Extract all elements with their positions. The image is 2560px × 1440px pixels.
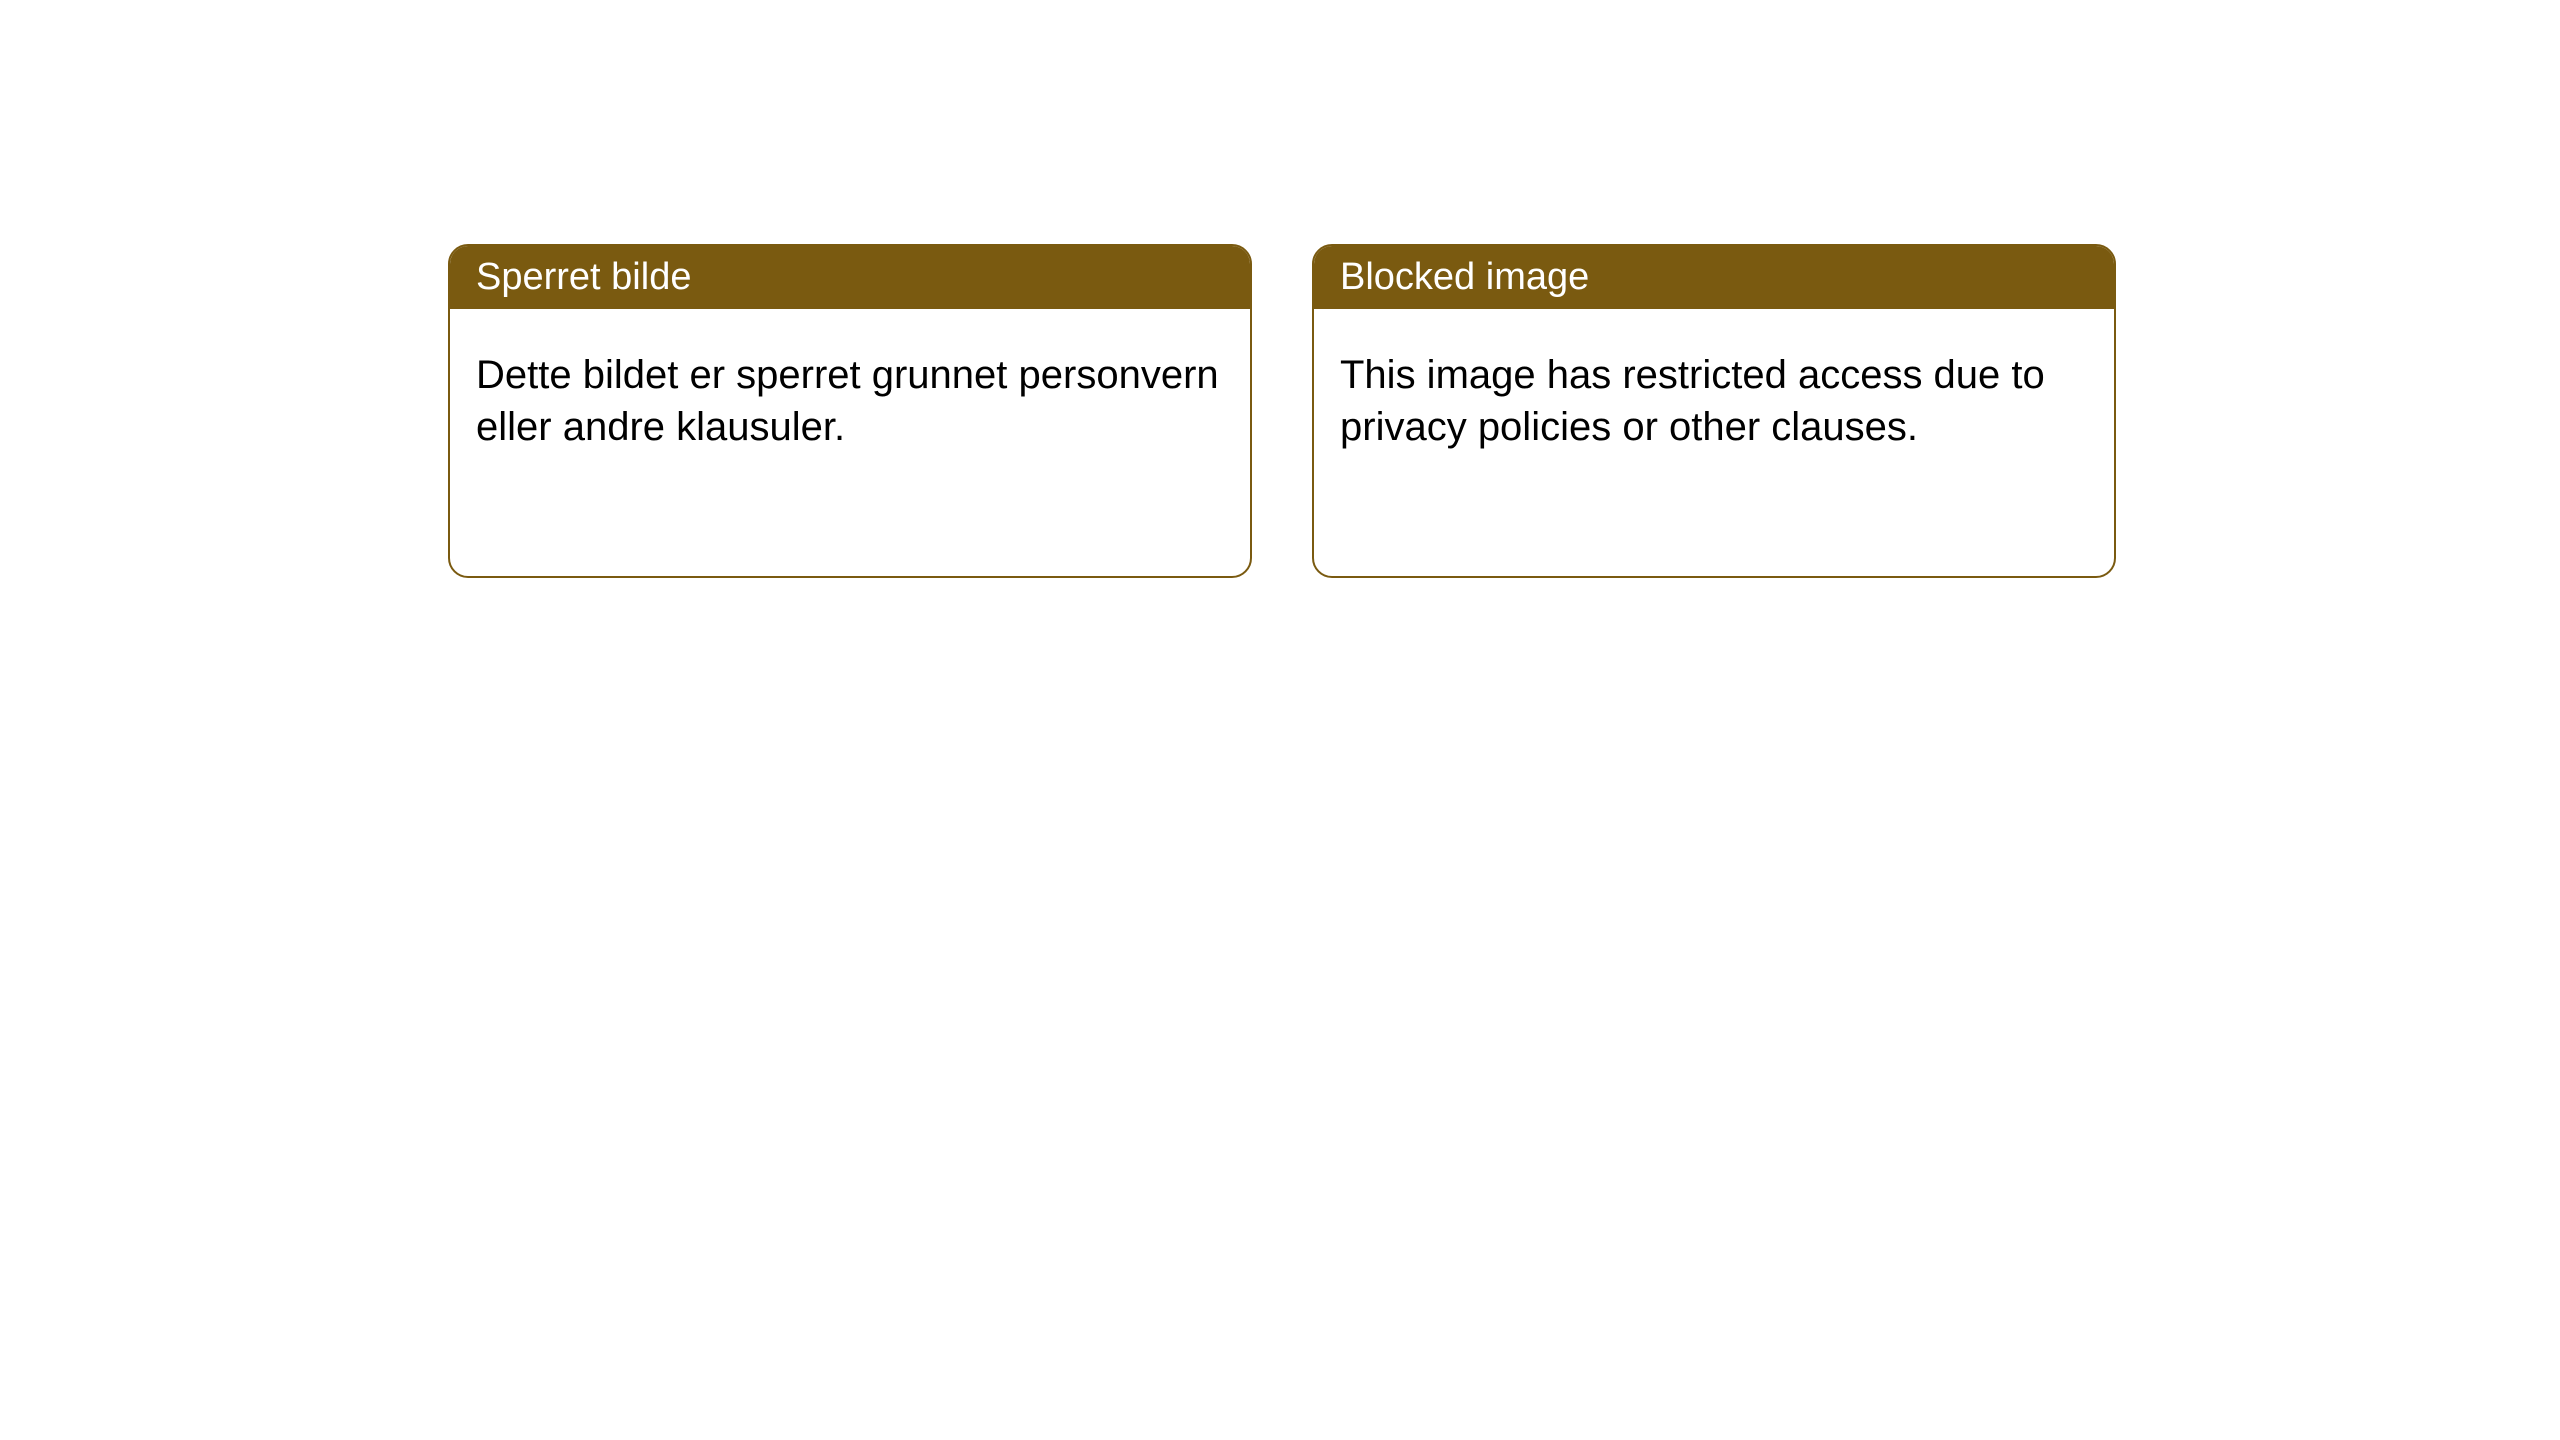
blocked-image-card-no: Sperret bilde Dette bildet er sperret gr… [448,244,1252,578]
card-body-text-en: This image has restricted access due to … [1340,353,2045,449]
blocked-image-card-en: Blocked image This image has restricted … [1312,244,2116,578]
card-title-en: Blocked image [1340,256,1589,298]
card-header-en: Blocked image [1314,246,2114,309]
cards-container: Sperret bilde Dette bildet er sperret gr… [448,244,2116,578]
card-body-text-no: Dette bildet er sperret grunnet personve… [476,353,1219,449]
card-title-no: Sperret bilde [476,256,691,298]
card-header-no: Sperret bilde [450,246,1250,309]
card-body-en: This image has restricted access due to … [1314,309,2114,493]
card-body-no: Dette bildet er sperret grunnet personve… [450,309,1250,493]
